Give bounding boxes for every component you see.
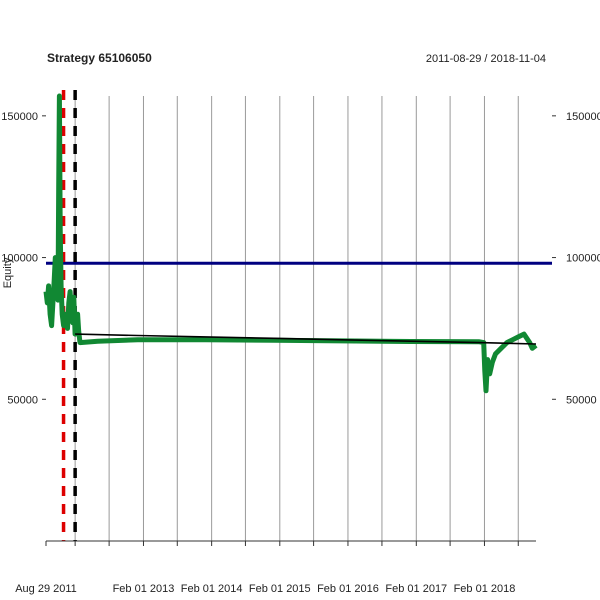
y-tick-label-right: 150000 (566, 111, 600, 123)
y-axis-label: Equity (2, 257, 14, 288)
y-tick-label-right: 50000 (566, 394, 597, 406)
reference-lines (46, 90, 552, 541)
y-tick-label-left: 150000 (1, 111, 38, 123)
chart-title: Strategy 65106050 (47, 51, 152, 65)
series-group (43, 93, 538, 394)
x-tick-label: Feb 01 2014 (181, 583, 243, 595)
x-tick-label: Feb 01 2013 (113, 583, 175, 595)
y-tick-label-left: 50000 (7, 394, 38, 406)
trend-series-line (75, 333, 537, 345)
y-tick-label-left: 100000 (1, 253, 38, 265)
y-tick-label-right: 100000 (566, 253, 600, 265)
gridlines (74, 96, 519, 541)
x-tick-label: Feb 01 2018 (454, 583, 516, 595)
date-range-label: 2011-08-29 / 2018-11-04 (426, 53, 546, 65)
equity-series-line (43, 93, 538, 394)
x-tick-label: Aug 29 2011 (15, 583, 77, 595)
x-tick-label: Feb 01 2016 (317, 583, 379, 595)
x-tick-label: Feb 01 2017 (385, 583, 447, 595)
x-tick-label: Feb 01 2015 (249, 583, 311, 595)
axes: Aug 29 2011 Feb 01 2013 Feb 01 2014 Feb 01 … (1, 111, 600, 595)
